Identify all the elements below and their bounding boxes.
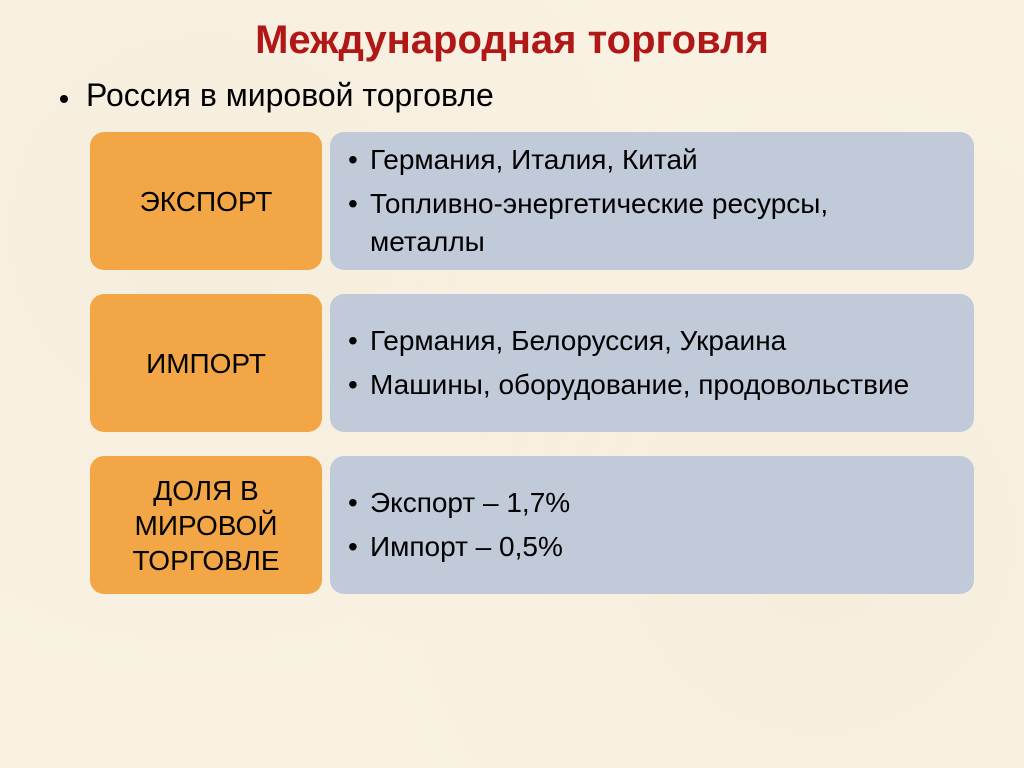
block-label-export: ЭКСПОРТ bbox=[90, 132, 322, 270]
list-item: Германия, Италия, Китай bbox=[370, 141, 950, 179]
block-content-share: Экспорт – 1,7% Импорт – 0,5% bbox=[330, 456, 974, 594]
block-content-import: Германия, Белоруссия, Украина Машины, об… bbox=[330, 294, 974, 432]
slide-title: Международная торговля bbox=[30, 18, 994, 63]
block-label-import: ИМПОРТ bbox=[90, 294, 322, 432]
slide: Международная торговля Россия в мировой … bbox=[0, 0, 1024, 768]
list-item: Импорт – 0,5% bbox=[370, 528, 950, 566]
block-share: ДОЛЯ В МИРОВОЙ ТОРГОВЛЕ Экспорт – 1,7% И… bbox=[90, 456, 974, 594]
block-export: ЭКСПОРТ Германия, Италия, Китай Топливно… bbox=[90, 132, 974, 270]
blocks-container: ЭКСПОРТ Германия, Италия, Китай Топливно… bbox=[90, 132, 974, 594]
list-item: Машины, оборудование, продовольствие bbox=[370, 366, 950, 404]
block-content-export: Германия, Италия, Китай Топливно-энергет… bbox=[330, 132, 974, 270]
subtitle-row: Россия в мировой торговле bbox=[60, 77, 994, 114]
list-item: Топливно-энергетические ресурсы, металлы bbox=[370, 185, 950, 261]
bullet-icon bbox=[60, 95, 68, 103]
block-label-share: ДОЛЯ В МИРОВОЙ ТОРГОВЛЕ bbox=[90, 456, 322, 594]
list-item: Германия, Белоруссия, Украина bbox=[370, 322, 950, 360]
list-item: Экспорт – 1,7% bbox=[370, 484, 950, 522]
block-import: ИМПОРТ Германия, Белоруссия, Украина Маш… bbox=[90, 294, 974, 432]
slide-subtitle: Россия в мировой торговле bbox=[86, 77, 494, 114]
